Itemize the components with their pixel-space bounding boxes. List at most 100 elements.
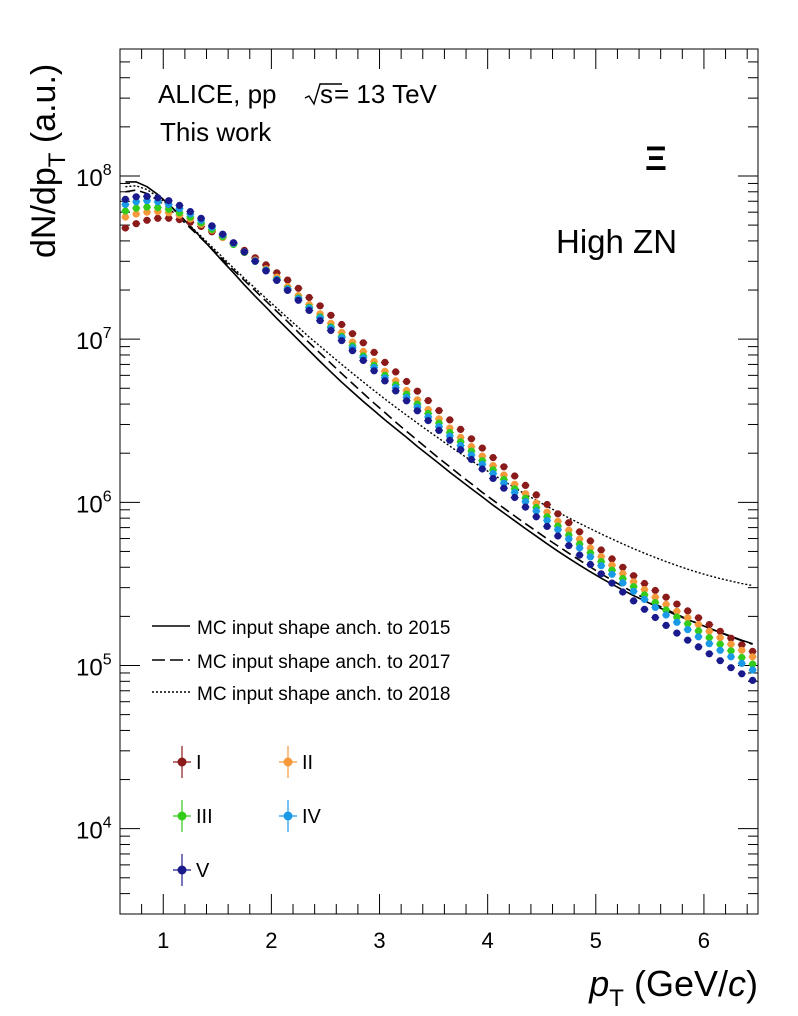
data-point <box>154 204 162 212</box>
data-point <box>576 528 584 536</box>
data-point <box>121 207 129 215</box>
data-point <box>684 626 692 634</box>
data-point <box>489 474 497 483</box>
annotation-sqrt-s: s <box>320 79 333 109</box>
data-point <box>294 284 302 292</box>
legend-marker-I <box>177 757 187 767</box>
data-point <box>586 553 595 561</box>
annotation-this-work: This work <box>160 117 272 147</box>
data-point <box>165 197 173 205</box>
data-point <box>370 348 378 356</box>
data-point <box>630 572 638 580</box>
annotation-collaboration: ALICE, pp <box>158 79 277 109</box>
data-point <box>705 621 713 629</box>
data-point <box>662 600 670 609</box>
data-point <box>424 417 432 425</box>
data-point <box>597 562 605 570</box>
data-point <box>446 416 454 424</box>
data-point <box>251 257 259 265</box>
data-point <box>749 660 757 668</box>
data-point <box>132 198 140 206</box>
y-tick-labels: 104 105 106 107 108 <box>76 162 112 845</box>
data-point <box>640 586 649 594</box>
data-point <box>673 629 681 637</box>
data-point <box>554 526 562 534</box>
data-point <box>348 347 357 355</box>
data-point <box>532 513 540 521</box>
data-point <box>229 239 238 247</box>
data-series <box>121 192 757 685</box>
legend-label-2018: MC input shape anch. to 2018 <box>197 684 451 705</box>
data-point <box>219 230 227 238</box>
legend-label-IV: IV <box>302 806 322 828</box>
data-point <box>716 640 724 648</box>
data-point <box>521 503 530 511</box>
data-point <box>651 593 659 601</box>
data-point <box>175 201 184 209</box>
data-point <box>392 368 400 376</box>
data-point <box>565 535 573 543</box>
mc-curve-dashed <box>125 189 753 645</box>
annotation-selection: High ZN <box>556 223 677 260</box>
data-point <box>673 613 681 621</box>
data-point <box>543 500 551 509</box>
data-point <box>738 670 746 678</box>
data-point <box>716 657 724 665</box>
data-point <box>662 606 670 614</box>
legend-label-V: V <box>196 860 210 882</box>
data-point <box>327 326 335 335</box>
data-point <box>197 214 205 222</box>
data-point <box>359 356 367 365</box>
data-point <box>640 595 649 604</box>
data-point <box>673 607 681 615</box>
data-point <box>121 200 129 208</box>
x-tick-label: 6 <box>698 928 710 953</box>
data-point <box>511 472 519 480</box>
data-point <box>143 203 151 211</box>
data-point <box>673 600 681 608</box>
y-tick-label: 107 <box>76 325 112 355</box>
data-point <box>132 210 140 218</box>
data-point <box>749 666 757 674</box>
data-point <box>338 337 346 345</box>
data-point <box>132 204 140 212</box>
data-point <box>608 561 616 569</box>
mc-curves <box>125 181 753 645</box>
x-tick-labels: 1 2 3 4 5 6 <box>157 928 710 953</box>
data-point <box>403 397 411 405</box>
data-point <box>705 634 713 642</box>
data-point <box>694 633 703 641</box>
data-point <box>597 570 605 578</box>
data-point <box>619 563 627 571</box>
data-point <box>608 570 616 578</box>
data-point <box>640 579 649 588</box>
data-point <box>738 653 746 662</box>
x-tick-label: 5 <box>590 928 602 953</box>
series-V <box>121 192 757 685</box>
legend-marker-III <box>177 811 187 821</box>
data-point <box>716 634 724 642</box>
data-point <box>684 636 692 644</box>
legend-label-III: III <box>196 806 213 828</box>
data-point <box>467 455 475 464</box>
legend-marker-IV <box>283 811 293 821</box>
data-point <box>262 267 270 275</box>
data-point <box>511 488 519 496</box>
data-point <box>446 436 454 444</box>
data-point <box>619 570 627 578</box>
data-point <box>284 276 292 284</box>
data-point <box>662 593 670 601</box>
sqrt-symbol <box>304 83 342 106</box>
y-tick-label: 104 <box>76 815 112 845</box>
data-point <box>597 553 605 561</box>
data-point <box>489 454 497 462</box>
data-point <box>532 491 540 499</box>
data-point <box>381 377 389 385</box>
data-point <box>586 560 595 569</box>
data-point <box>749 647 757 656</box>
x-tick-label: 4 <box>482 928 494 953</box>
data-point <box>327 311 335 319</box>
data-point <box>619 579 627 587</box>
data-point <box>305 306 313 314</box>
y-axis-title: dN/dpT (a.u.) <box>25 64 71 258</box>
